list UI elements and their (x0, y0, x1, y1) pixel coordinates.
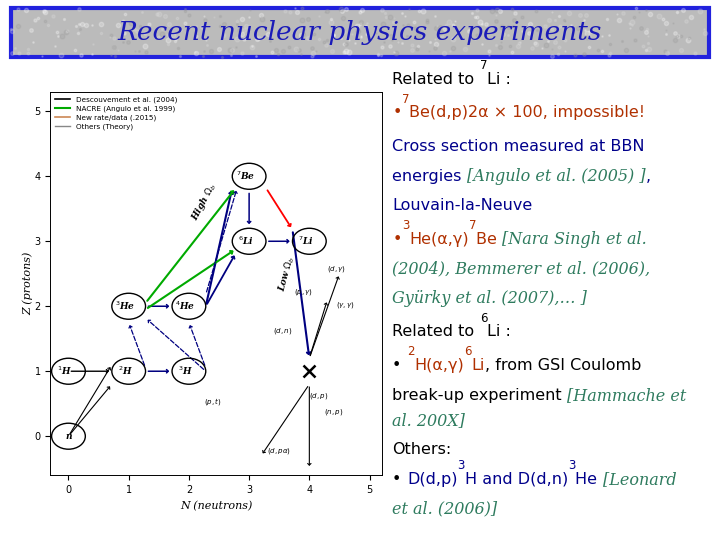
Text: He(α,γ): He(α,γ) (409, 232, 469, 247)
Text: 3: 3 (568, 459, 575, 472)
Text: D(d,p): D(d,p) (407, 472, 457, 487)
Text: $^{3}$He: $^{3}$He (115, 300, 135, 313)
Text: [Leonard: [Leonard (603, 471, 676, 488)
Text: ,: , (646, 168, 651, 184)
Text: Related to: Related to (392, 72, 480, 87)
Text: energies: energies (392, 168, 467, 184)
FancyBboxPatch shape (11, 8, 709, 57)
Text: Li :: Li : (487, 72, 516, 87)
Text: [Hammache et: [Hammache et (567, 387, 686, 404)
Text: •: • (392, 358, 407, 373)
Text: al. 200X]: al. 200X] (392, 412, 465, 429)
Text: 2: 2 (407, 346, 415, 359)
Text: $^{4}$He: $^{4}$He (175, 300, 195, 313)
Legend: Descouvement et al. (2004), NACRE (Angulo et al. 1999), New rate/data (.2015), O: Descouvement et al. (2004), NACRE (Angul… (54, 96, 179, 131)
Text: Li :: Li : (487, 325, 516, 340)
Text: 7: 7 (402, 93, 409, 106)
Text: Louvain-la-Neuve: Louvain-la-Neuve (392, 198, 533, 213)
Text: Low $\Omega_b$: Low $\Omega_b$ (276, 255, 297, 294)
X-axis label: N (neutrons): N (neutrons) (180, 501, 252, 511)
Text: (2004), Bemmerer et al. (2006),: (2004), Bemmerer et al. (2006), (392, 260, 651, 278)
Text: $(p,\gamma)$: $(p,\gamma)$ (294, 287, 313, 297)
Text: 3: 3 (402, 219, 409, 232)
Text: Be: Be (476, 232, 503, 247)
Text: Cross section measured at BBN: Cross section measured at BBN (392, 139, 645, 154)
Text: Li: Li (472, 358, 485, 373)
Text: $(p,t)$: $(p,t)$ (204, 396, 222, 407)
Text: 7: 7 (469, 219, 476, 232)
Text: $(d,n)$: $(d,n)$ (273, 326, 292, 336)
Text: Recent nuclear physics experiments: Recent nuclear physics experiments (118, 20, 602, 45)
Text: •: • (392, 105, 402, 120)
Text: H(α,γ): H(α,γ) (415, 358, 464, 373)
Text: $^{1}$H: $^{1}$H (58, 365, 73, 377)
Text: $(d,\gamma)$: $(d,\gamma)$ (327, 264, 346, 274)
Text: [Angulo et al. (2005) ]: [Angulo et al. (2005) ] (467, 167, 646, 185)
Text: [Nara Singh et al.: [Nara Singh et al. (503, 231, 647, 248)
Text: 6: 6 (480, 312, 487, 325)
Text: $^{7}$Be: $^{7}$Be (236, 170, 255, 183)
Text: $(d,p)$: $(d,p)$ (309, 391, 328, 401)
Text: $(\gamma,\gamma)$: $(\gamma,\gamma)$ (336, 300, 355, 310)
Text: Others:: Others: (392, 442, 451, 457)
Text: 3: 3 (457, 459, 465, 472)
Text: 7: 7 (480, 59, 487, 72)
Text: $^{7}$Li: $^{7}$Li (298, 235, 314, 247)
Text: •: • (392, 232, 402, 247)
Text: , from GSI Coulomb: , from GSI Coulomb (485, 358, 642, 373)
Text: High $\Omega_b$: High $\Omega_b$ (189, 180, 220, 222)
Text: $^{2}$H: $^{2}$H (117, 365, 132, 377)
Text: 6: 6 (464, 346, 472, 359)
Text: $(d,p\alpha)$: $(d,p\alpha)$ (267, 446, 291, 456)
Text: Related to: Related to (392, 325, 480, 340)
Text: break-up experiment: break-up experiment (392, 388, 567, 403)
Text: H and D(d,n): H and D(d,n) (465, 472, 568, 487)
Y-axis label: Z (protons): Z (protons) (22, 252, 33, 315)
Text: Gyürky et al. (2007),… ]: Gyürky et al. (2007),… ] (392, 290, 588, 307)
Text: $(n,p)$: $(n,p)$ (324, 407, 343, 417)
Text: He: He (575, 472, 603, 487)
Text: •: • (392, 472, 407, 487)
Text: Be(d,p)2α × 100, impossible!: Be(d,p)2α × 100, impossible! (409, 105, 645, 120)
Text: n: n (66, 431, 72, 441)
Text: et al. (2006)]: et al. (2006)] (392, 501, 498, 517)
Text: $^{6}$Li: $^{6}$Li (238, 235, 253, 247)
Text: $^{3}$H: $^{3}$H (178, 365, 193, 377)
